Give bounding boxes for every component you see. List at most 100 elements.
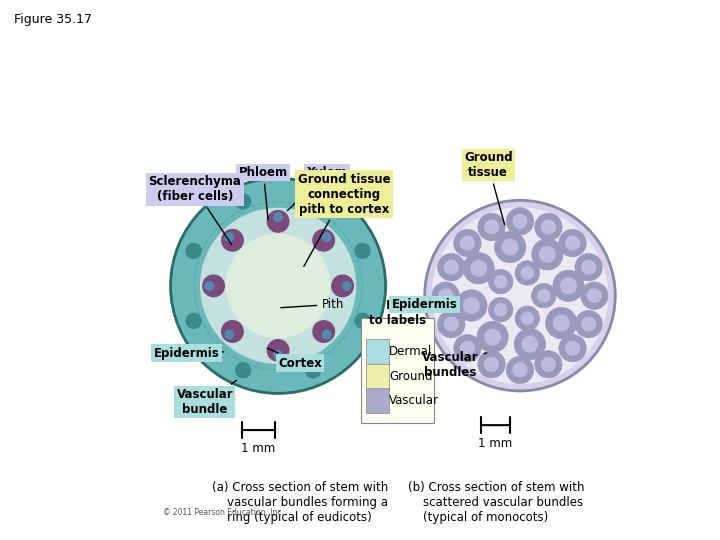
Circle shape	[535, 213, 562, 241]
Circle shape	[186, 313, 201, 328]
Circle shape	[274, 350, 282, 359]
Circle shape	[444, 318, 458, 331]
Text: Ground
tissue: Ground tissue	[464, 151, 513, 225]
FancyBboxPatch shape	[366, 363, 390, 389]
Circle shape	[582, 260, 595, 274]
Text: Epidermis: Epidermis	[392, 298, 457, 311]
Circle shape	[588, 289, 601, 302]
Circle shape	[495, 303, 507, 316]
Circle shape	[267, 340, 289, 361]
Circle shape	[477, 321, 508, 353]
Circle shape	[201, 208, 356, 363]
Circle shape	[454, 230, 481, 257]
FancyBboxPatch shape	[366, 388, 390, 414]
Circle shape	[521, 312, 534, 325]
Circle shape	[535, 350, 562, 378]
Circle shape	[521, 267, 534, 279]
Circle shape	[432, 208, 608, 383]
Circle shape	[538, 289, 550, 302]
Circle shape	[531, 284, 556, 308]
Circle shape	[463, 253, 495, 284]
Text: Vascular
bundles: Vascular bundles	[422, 352, 487, 379]
Text: 1 mm: 1 mm	[478, 437, 513, 450]
Text: Vascular: Vascular	[389, 394, 439, 407]
Circle shape	[515, 261, 539, 285]
Circle shape	[553, 270, 584, 301]
Circle shape	[488, 269, 513, 294]
Circle shape	[438, 289, 452, 302]
Circle shape	[432, 282, 459, 309]
Circle shape	[485, 220, 498, 234]
Circle shape	[503, 239, 518, 255]
Circle shape	[541, 220, 555, 234]
Circle shape	[186, 244, 201, 259]
Circle shape	[495, 232, 526, 263]
Circle shape	[274, 213, 282, 221]
Circle shape	[444, 260, 458, 274]
Text: Epidermis: Epidermis	[154, 347, 223, 360]
Circle shape	[506, 356, 534, 383]
Text: Cortex: Cortex	[267, 348, 322, 369]
Circle shape	[485, 329, 500, 345]
Circle shape	[495, 275, 507, 288]
Circle shape	[235, 363, 251, 378]
Circle shape	[225, 330, 234, 339]
Circle shape	[222, 321, 243, 342]
Circle shape	[355, 244, 370, 259]
Circle shape	[227, 234, 330, 338]
Circle shape	[425, 200, 616, 391]
Circle shape	[513, 214, 527, 228]
Circle shape	[506, 208, 534, 235]
Text: Dermal: Dermal	[389, 346, 432, 359]
Circle shape	[332, 275, 354, 296]
Circle shape	[539, 247, 555, 262]
Circle shape	[305, 363, 320, 378]
FancyBboxPatch shape	[366, 339, 390, 364]
Circle shape	[438, 253, 465, 281]
Text: Xylem: Xylem	[287, 166, 347, 211]
Circle shape	[205, 281, 214, 290]
Circle shape	[222, 230, 243, 251]
Circle shape	[471, 260, 487, 276]
Circle shape	[485, 357, 498, 371]
Circle shape	[582, 318, 595, 331]
Circle shape	[541, 357, 555, 371]
Circle shape	[554, 315, 569, 331]
Text: Ground: Ground	[389, 370, 433, 383]
Circle shape	[235, 194, 251, 209]
Text: Vascular
bundle: Vascular bundle	[176, 380, 237, 416]
Circle shape	[580, 282, 608, 309]
Circle shape	[575, 253, 603, 281]
Text: Key
to labels: Key to labels	[369, 299, 426, 327]
Circle shape	[203, 275, 225, 296]
Circle shape	[323, 330, 331, 339]
Circle shape	[438, 310, 465, 338]
FancyBboxPatch shape	[361, 318, 434, 423]
Circle shape	[566, 236, 580, 250]
Circle shape	[343, 281, 351, 290]
Circle shape	[456, 290, 487, 321]
Circle shape	[561, 278, 577, 294]
Text: Ground tissue
connecting
pith to cortex: Ground tissue connecting pith to cortex	[298, 173, 390, 266]
Text: 1 mm: 1 mm	[241, 442, 276, 455]
Text: © 2011 Pearson Education, Inc.: © 2011 Pearson Education, Inc.	[163, 508, 284, 517]
Text: Pith: Pith	[281, 298, 344, 311]
Circle shape	[267, 211, 289, 232]
Circle shape	[478, 213, 505, 241]
Circle shape	[478, 350, 505, 378]
Circle shape	[355, 313, 370, 328]
Text: Phloem: Phloem	[239, 166, 288, 220]
Circle shape	[225, 233, 234, 241]
Text: (b) Cross section of stem with
    scattered vascular bundles
    (typical of mo: (b) Cross section of stem with scattered…	[408, 481, 584, 524]
Circle shape	[488, 298, 513, 322]
Circle shape	[566, 341, 580, 355]
Circle shape	[559, 230, 586, 257]
Circle shape	[515, 306, 539, 330]
Circle shape	[454, 334, 481, 362]
Circle shape	[531, 239, 563, 270]
Text: Figure 35.17: Figure 35.17	[14, 14, 92, 26]
Circle shape	[522, 336, 538, 352]
Circle shape	[461, 341, 474, 355]
Circle shape	[575, 310, 603, 338]
Circle shape	[461, 236, 474, 250]
